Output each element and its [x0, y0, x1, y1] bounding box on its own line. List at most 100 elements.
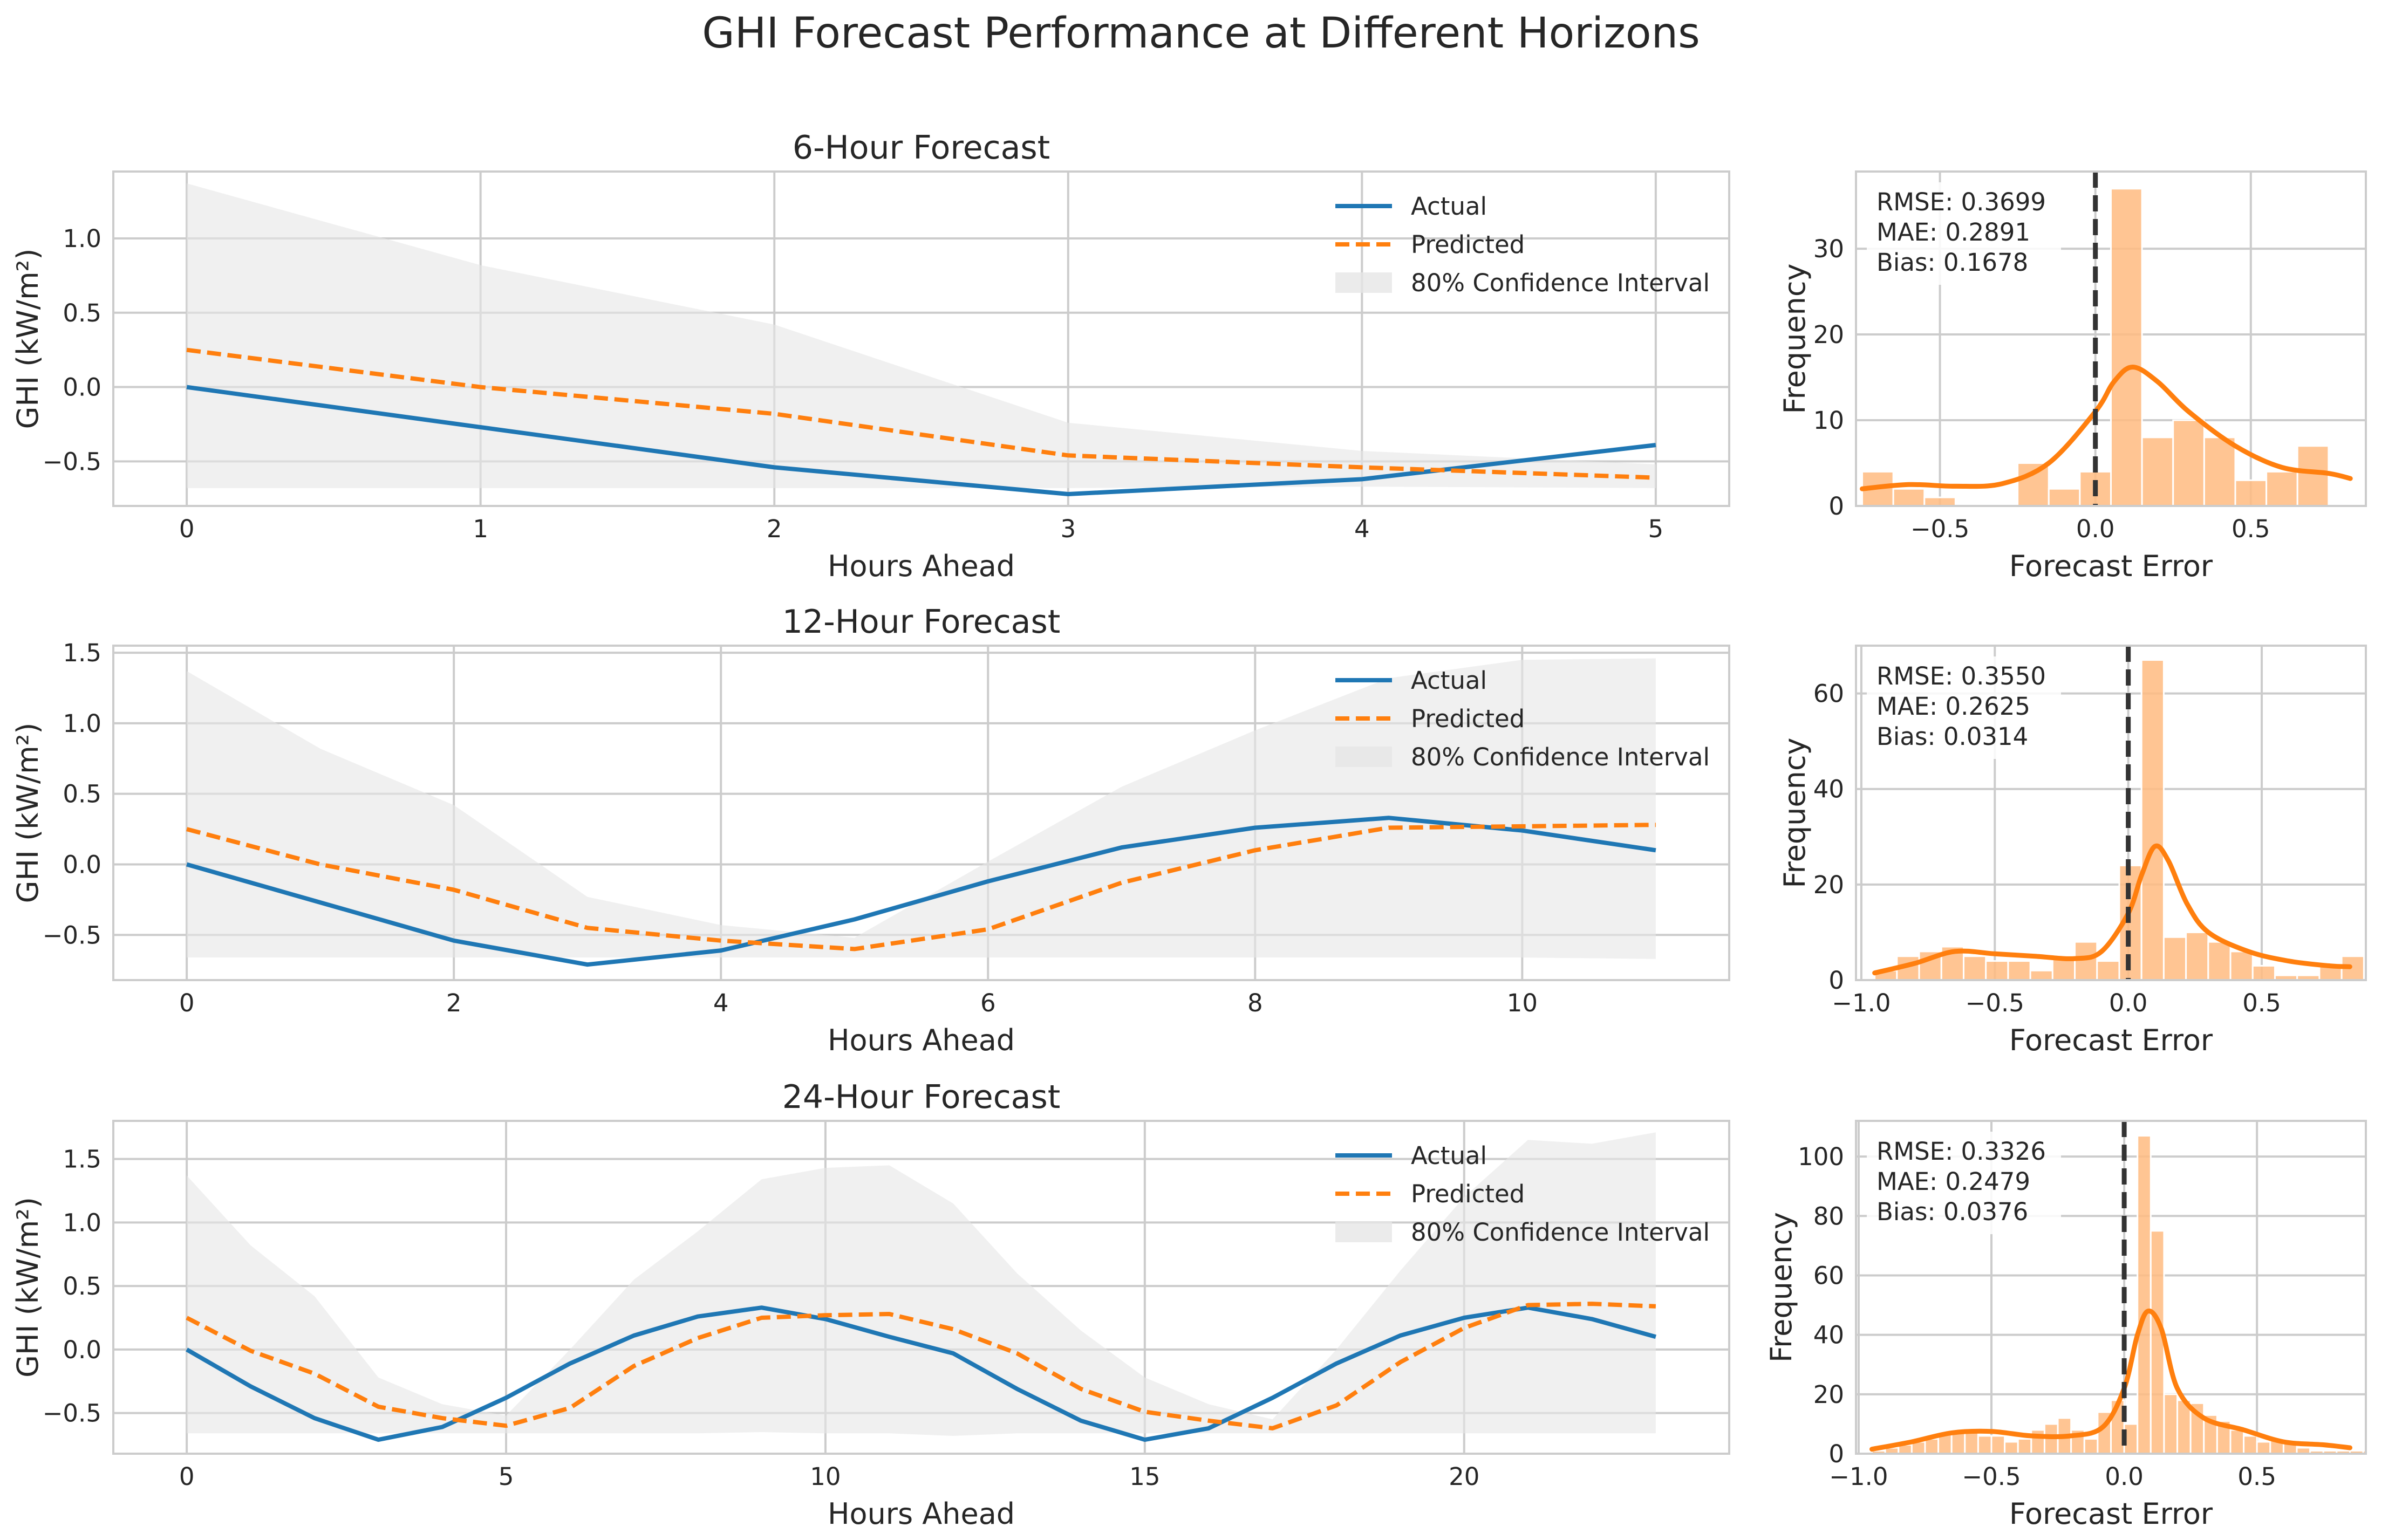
- histogram-bar: [2048, 488, 2081, 506]
- y-tick-label: 0.0: [63, 1336, 101, 1364]
- stats-line: RMSE: 0.3550: [1876, 662, 2046, 690]
- error-histogram-panel-2: −1.0 −0.5 0.0 0.5 0 20 40 60 Forecast Error Frequ…: [1778, 645, 2367, 1057]
- stats-background: [1867, 1132, 2061, 1234]
- x-axis-label: Hours Ahead: [828, 1497, 1015, 1531]
- histogram-bar: [2029, 969, 2053, 980]
- x-tick-label: 4: [713, 989, 729, 1017]
- y-tick-label: −0.5: [43, 447, 101, 476]
- legend-label-predicted: Predicted: [1411, 1180, 1525, 1208]
- y-axis-label: GHI (kW/m²): [11, 1197, 45, 1378]
- y-tick-label: 1.5: [63, 1145, 101, 1174]
- histogram-bar: [2017, 1438, 2032, 1454]
- kde-curve: [1872, 843, 2352, 976]
- legend: Actual Predicted 80% Confidence Interval: [1335, 666, 1710, 771]
- x-tick-label: 5: [499, 1462, 514, 1491]
- legend-label-ci: 80% Confidence Interval: [1411, 743, 1710, 771]
- histogram-bar: [2234, 479, 2268, 506]
- y-tick-label: 100: [1798, 1142, 1844, 1171]
- histogram-bar: [1977, 1435, 1992, 1454]
- axes-frame: [112, 645, 1730, 981]
- histogram-bar: [2096, 960, 2120, 980]
- stats-line: Bias: 0.0314: [1876, 722, 2028, 751]
- error-histogram-panel-1: −0.5 0.0 0.5 0 10 20 30 Forecast Error Frequency…: [1778, 170, 2367, 583]
- axes-frame: [1855, 1120, 2367, 1455]
- histogram-bar: [2172, 419, 2205, 506]
- x-tick-label: 0.5: [2242, 989, 2281, 1017]
- y-tick-label: 80: [1813, 1202, 1844, 1230]
- error-histogram-panel-3: −1.0 −0.5 0.0 0.5 0 20 40 60 80 100 Forecast Error…: [1764, 1120, 2367, 1531]
- actual-series-line: [186, 385, 1656, 496]
- plot-area: [186, 183, 1656, 496]
- y-tick-label: 0.0: [63, 850, 101, 879]
- plot-area: [1872, 646, 2365, 980]
- axes-frame: [1855, 170, 2367, 507]
- stats-background: [1867, 182, 2061, 285]
- histogram-bar: [2030, 1429, 2045, 1454]
- figure-title: GHI Forecast Performance at Different Ho…: [702, 9, 1700, 58]
- x-tick-label: −1.0: [1829, 1462, 1888, 1491]
- histogram-bar: [2137, 1135, 2152, 1454]
- histogram-bar: [2074, 941, 2098, 980]
- predicted-series-line: [186, 347, 1656, 480]
- x-tick-label: 0.5: [2232, 515, 2270, 543]
- x-axis-label: Hours Ahead: [828, 549, 1015, 583]
- y-tick-label: −0.5: [43, 921, 101, 949]
- y-tick-label: 20: [1813, 1380, 1844, 1409]
- legend-label-ci: 80% Confidence Interval: [1411, 269, 1710, 297]
- x-tick-label: 3: [1060, 515, 1076, 543]
- y-tick-label: 0.5: [63, 299, 101, 327]
- panel-title: 24-Hour Forecast: [782, 1078, 1060, 1116]
- histogram-bar: [2141, 436, 2174, 506]
- histogram-bar: [1985, 960, 2009, 980]
- histogram-bar: [1892, 488, 1926, 506]
- y-tick-label: 40: [1813, 775, 1844, 804]
- histogram-bar: [2203, 436, 2236, 506]
- histogram-bar: [2265, 470, 2298, 506]
- histogram-bar: [2163, 1393, 2179, 1454]
- panel-title: 12-Hour Forecast: [782, 603, 1060, 641]
- histogram-bar: [2004, 1441, 2019, 1454]
- y-axis-label: Frequency: [1764, 1212, 1798, 1363]
- legend-label-actual: Actual: [1411, 1141, 1487, 1170]
- x-tick-label: −1.0: [1832, 989, 1891, 1017]
- legend-label-ci: 80% Confidence Interval: [1411, 1218, 1710, 1247]
- y-axis-label: Frequency: [1778, 264, 1812, 414]
- histogram-bar: [1924, 1438, 1940, 1454]
- y-tick-label: 1.0: [63, 224, 101, 253]
- panel-title: 6-Hour Forecast: [793, 129, 1050, 167]
- axes-frame: [1855, 645, 2367, 981]
- plot-area: [186, 658, 1656, 967]
- legend-label-actual: Actual: [1411, 192, 1487, 221]
- histogram-bar: [2256, 1441, 2271, 1454]
- y-tick-label: 1.5: [63, 639, 101, 667]
- axes-frame: [112, 170, 1730, 507]
- kde-curve: [1869, 1308, 2352, 1452]
- x-tick-label: −0.5: [1910, 515, 1969, 543]
- y-tick-label: 0: [1828, 1440, 1844, 1468]
- x-axis-label: Forecast Error: [2009, 549, 2213, 583]
- y-tick-label: 30: [1813, 235, 1844, 263]
- x-tick-label: 20: [1449, 1462, 1479, 1491]
- histogram-bar: [2243, 1435, 2258, 1454]
- y-tick-label: −0.5: [43, 1399, 101, 1428]
- forecast-panel-3: 0 5 10 15 20 −0.5 0.0 0.5 1.0 1.5 Hours Ahead GHI (…: [11, 1078, 1730, 1531]
- histogram-bar: [2162, 936, 2187, 980]
- legend-swatch-ci: [1335, 1222, 1392, 1242]
- y-axis-label: Frequency: [1778, 738, 1812, 888]
- x-axis-label: Forecast Error: [2009, 1497, 2213, 1531]
- legend-swatch-ci: [1335, 272, 1392, 293]
- y-tick-label: 60: [1813, 1261, 1844, 1290]
- confidence-band: [187, 183, 1656, 488]
- histogram-bar: [2296, 445, 2330, 506]
- x-axis-label: Forecast Error: [2009, 1023, 2213, 1057]
- x-tick-label: 10: [1507, 989, 1538, 1017]
- x-tick-label: 5: [1648, 515, 1664, 543]
- y-tick-label: 0.5: [63, 780, 101, 809]
- stats-line: MAE: 0.2625: [1876, 692, 2030, 721]
- y-axis-label: GHI (kW/m²): [11, 249, 45, 429]
- x-tick-label: 0: [179, 515, 195, 543]
- y-tick-label: 10: [1813, 406, 1844, 435]
- legend-swatch-ci: [1335, 747, 1392, 767]
